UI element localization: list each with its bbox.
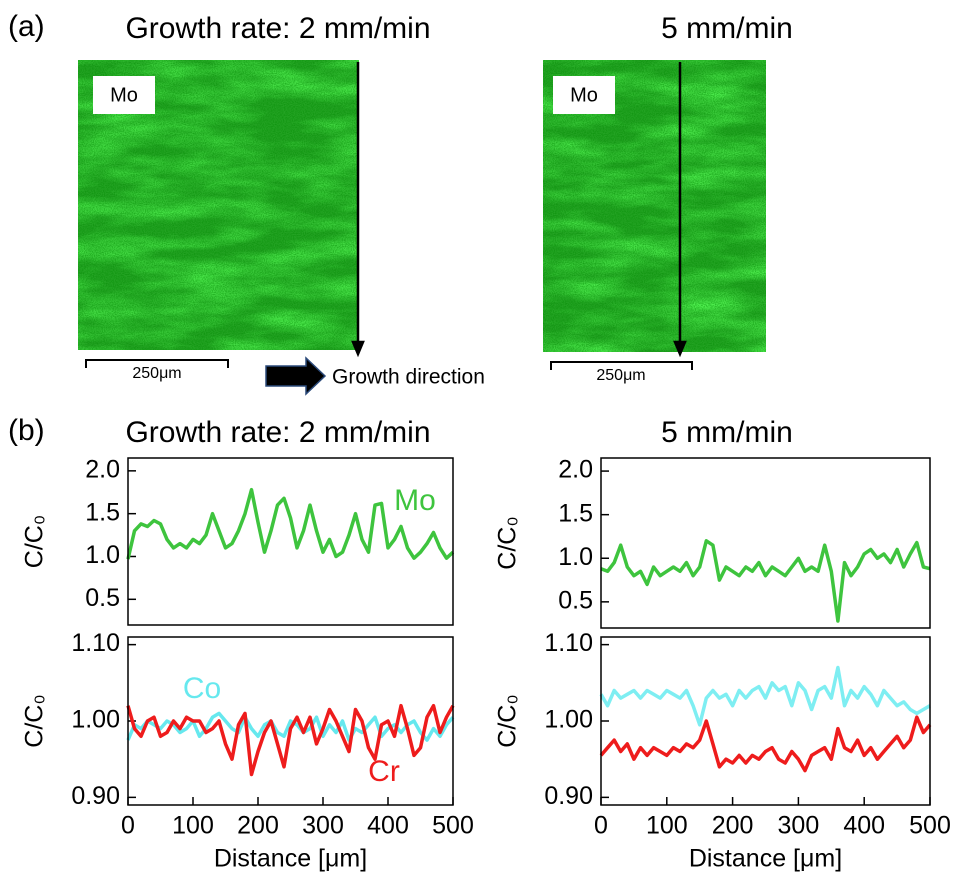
label-box — [93, 76, 155, 114]
x-tick-label: 0 — [594, 812, 608, 840]
x-tick-label: 500 — [432, 812, 474, 840]
arrow — [351, 62, 687, 358]
series-label: Cr — [368, 755, 400, 788]
panel-label: (b) — [8, 414, 45, 447]
series-line — [126, 711, 455, 742]
x-tick-label: 400 — [367, 812, 409, 840]
x-tick-label: 100 — [646, 812, 688, 840]
y-tick-label: 2.0 — [85, 455, 120, 483]
x-tick-label: 300 — [302, 812, 344, 840]
y-tick-label: 1.10 — [71, 629, 120, 657]
x-tick-label: 0 — [121, 812, 135, 840]
title: Growth rate: 2 mm/min — [125, 12, 430, 45]
y-axis-label: C/C₀ — [21, 515, 49, 568]
y-axis-label: C/C₀ — [494, 694, 522, 747]
plot-frame — [127, 457, 454, 626]
y-tick-label: 0.90 — [71, 782, 120, 810]
scale-bar-label: 250μm — [596, 367, 645, 384]
x-tick-label: 500 — [909, 812, 951, 840]
series-line — [599, 665, 931, 727]
plot-frame — [600, 457, 931, 629]
y-tick-label: 1.0 — [558, 543, 593, 571]
series-line — [126, 487, 455, 560]
y-tick-label: 1.00 — [544, 706, 593, 734]
growth-direction-label: Growth direction — [332, 366, 485, 389]
growth-arrow — [265, 356, 327, 396]
scale-bar-label: 250μm — [132, 365, 181, 382]
map-image — [543, 60, 766, 352]
series-label: Co — [183, 672, 221, 705]
plot-frame — [127, 636, 454, 806]
x-tick-label: 200 — [237, 812, 279, 840]
title: Growth rate: 2 mm/min — [125, 416, 430, 449]
scale-bar — [550, 361, 693, 370]
title: 5 mm/min — [661, 416, 793, 449]
image-label: Mo — [110, 84, 138, 106]
x-tick-label: 100 — [172, 812, 214, 840]
x-axis-label: Distance [μm] — [214, 845, 367, 873]
y-axis-label: C/C₀ — [494, 516, 522, 569]
y-tick-label: 0.5 — [85, 584, 120, 612]
y-tick-label: 1.5 — [85, 498, 120, 526]
x-tick-label: 400 — [843, 812, 885, 840]
y-tick-label: 1.00 — [71, 706, 120, 734]
image-label: Mo — [570, 84, 598, 106]
y-tick-label: 0.5 — [558, 586, 593, 614]
y-axis-label: C/C₀ — [21, 694, 49, 747]
x-axis-label: Distance [μm] — [689, 845, 842, 873]
series-line — [126, 703, 455, 777]
y-tick-label: 1.0 — [85, 541, 120, 569]
title: 5 mm/min — [661, 12, 793, 45]
label-box — [553, 76, 615, 114]
scale-bar — [85, 359, 229, 368]
series-line — [599, 715, 932, 773]
plot-frame — [600, 636, 931, 806]
y-tick-label: 0.90 — [544, 782, 593, 810]
series-line — [600, 539, 931, 623]
x-tick-label: 200 — [712, 812, 754, 840]
y-tick-label: 2.0 — [558, 456, 593, 484]
panel-label: (a) — [8, 10, 45, 43]
series-label: Mo — [394, 484, 436, 517]
y-tick-label: 1.10 — [544, 629, 593, 657]
x-tick-label: 300 — [778, 812, 820, 840]
y-tick-label: 1.5 — [558, 499, 593, 527]
